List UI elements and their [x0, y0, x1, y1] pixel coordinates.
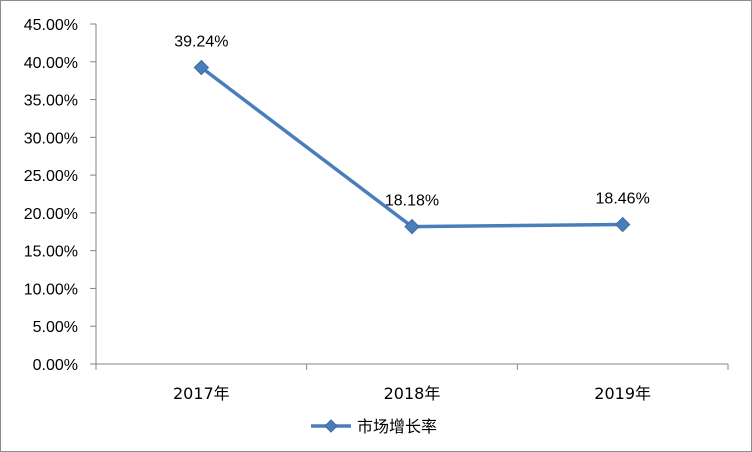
legend-marker — [324, 419, 338, 433]
y-tick-label: 30.00% — [24, 130, 78, 147]
y-tick-label: 45.00% — [24, 17, 78, 34]
y-tick-label: 25.00% — [24, 168, 78, 185]
legend-label: 市场增长率 — [357, 417, 437, 436]
data-point-marker — [193, 59, 210, 76]
data-labels: 39.24% 18.18% 18.46% — [174, 34, 650, 210]
x-tick-label: 2018年 — [384, 384, 441, 403]
y-tick-label: 5.00% — [33, 319, 78, 336]
data-label: 18.18% — [385, 193, 439, 210]
y-tick-label: 15.00% — [24, 244, 78, 261]
x-axis-ticks: 2017年 2018年 2019年 — [95, 364, 729, 403]
y-tick-label: 0.00% — [33, 357, 78, 374]
series-layer — [193, 59, 631, 235]
x-tick-label: 2019年 — [594, 384, 651, 403]
y-tick-label: 40.00% — [24, 55, 78, 72]
data-point-marker — [404, 218, 420, 235]
y-tick-label: 10.00% — [24, 281, 78, 298]
legend: 市场增长率 — [311, 417, 437, 436]
y-axis-ticks: 0.00% 5.00% 10.00% 15.00% 20.00% 25.00% 30.00%… — [24, 17, 96, 374]
data-label: 39.24% — [174, 34, 228, 51]
data-label: 18.46% — [596, 191, 650, 208]
y-tick-label: 35.00% — [24, 93, 78, 110]
y-tick-label: 20.00% — [24, 206, 78, 223]
data-point-marker — [614, 216, 631, 233]
axes — [95, 24, 728, 365]
x-tick-label: 2017年 — [173, 384, 230, 403]
